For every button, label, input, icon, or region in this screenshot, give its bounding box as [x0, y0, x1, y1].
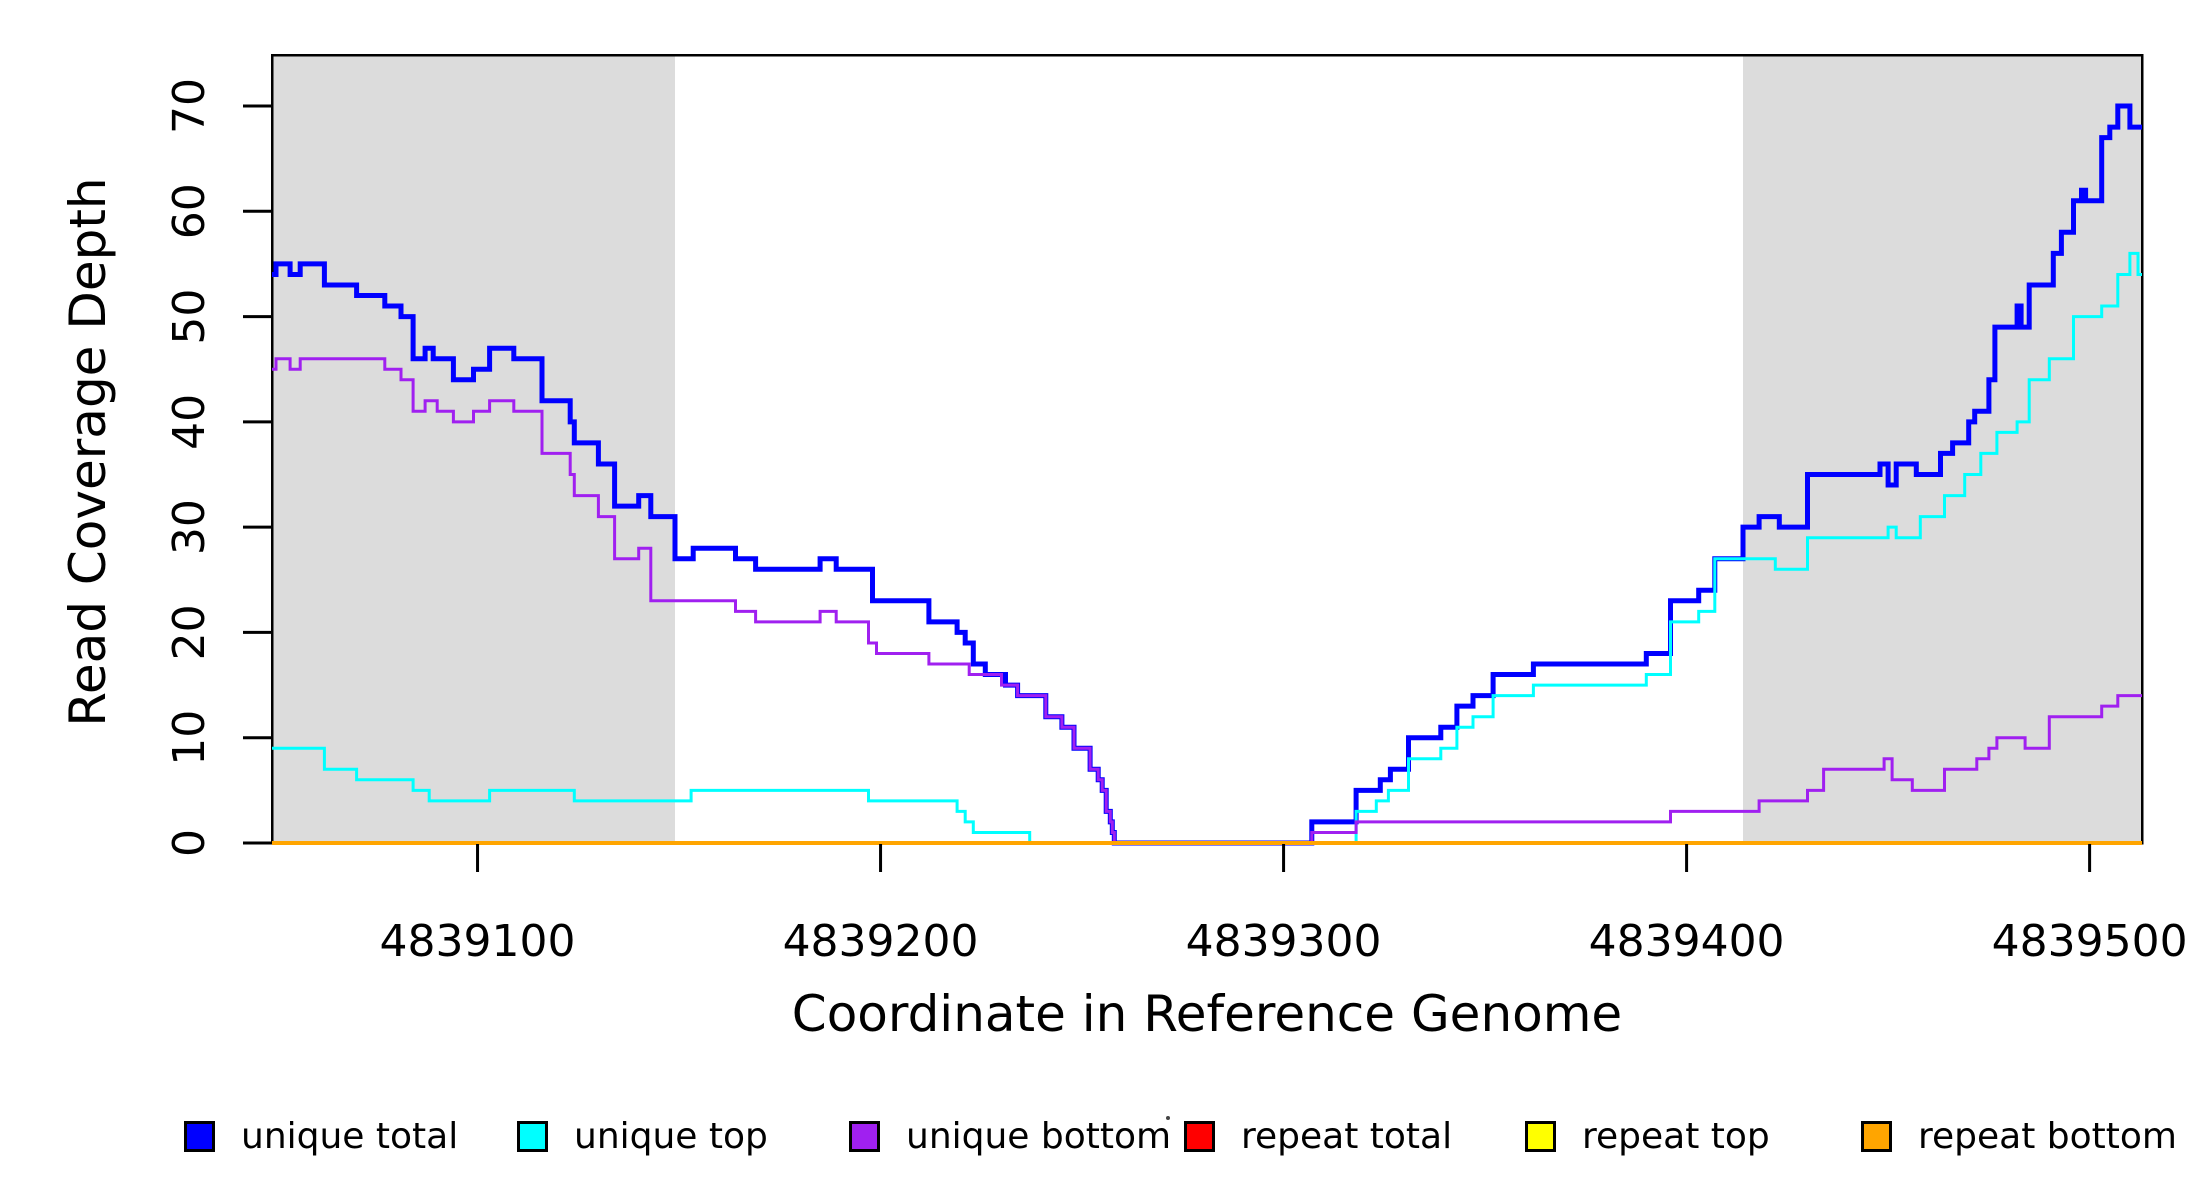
y-tick-label: 30 [164, 499, 215, 555]
series-unique-bottom-line [272, 357, 2142, 845]
y-tick-label: 10 [164, 710, 215, 766]
legend-label: unique bottom [906, 1115, 1172, 1157]
legend-label: repeat total [1241, 1115, 1453, 1157]
series-unique-top-line [272, 251, 2142, 845]
x-tick-label: 4839200 [783, 916, 979, 967]
legend-swatch-unique-total [184, 1120, 215, 1152]
y-tick-label: 0 [164, 829, 215, 857]
y-tick-label: 40 [164, 394, 215, 450]
legend-label: unique top [574, 1115, 768, 1157]
legend-label: repeat bottom [1918, 1115, 2177, 1157]
legend-swatch-unique-top [517, 1120, 548, 1152]
shaded-region-1 [1743, 56, 2142, 841]
legend-swatch-repeat-top [1525, 1120, 1556, 1152]
legend-item-unique-top: unique top [517, 1116, 768, 1157]
legend-item-repeat-total: repeat total [1184, 1116, 1452, 1157]
y-tick-label: 60 [164, 183, 215, 239]
legend-item-repeat-bottom: repeat bottom [1861, 1116, 2177, 1157]
legend-label: repeat top [1582, 1115, 1770, 1157]
x-axis-title: Coordinate in Reference Genome [791, 985, 1623, 1043]
legend-swatch-repeat-bottom [1861, 1120, 1892, 1152]
legend-label: unique total [241, 1115, 459, 1157]
legend-swatch-unique-bottom [849, 1120, 880, 1152]
shaded-region-0 [272, 56, 676, 841]
legend-item-unique-bottom: unique bottom [849, 1116, 1171, 1157]
x-tick-label: 4839100 [380, 916, 576, 967]
y-tick-label: 50 [164, 289, 215, 345]
legend-item-repeat-top: repeat top [1525, 1116, 1770, 1157]
y-axis-title: Read Coverage Depth [59, 177, 117, 727]
legend-swatch-repeat-total [1184, 1120, 1215, 1152]
x-tick-label: 4839400 [1589, 916, 1785, 967]
legend-item-unique-total: unique total [184, 1116, 458, 1157]
x-tick-label: 4839300 [1186, 916, 1382, 967]
stray-dot-artifact [1166, 1116, 1170, 1120]
y-tick-label: 70 [164, 78, 215, 134]
x-tick-label: 4839500 [1992, 916, 2188, 967]
y-tick-label: 20 [164, 604, 215, 660]
